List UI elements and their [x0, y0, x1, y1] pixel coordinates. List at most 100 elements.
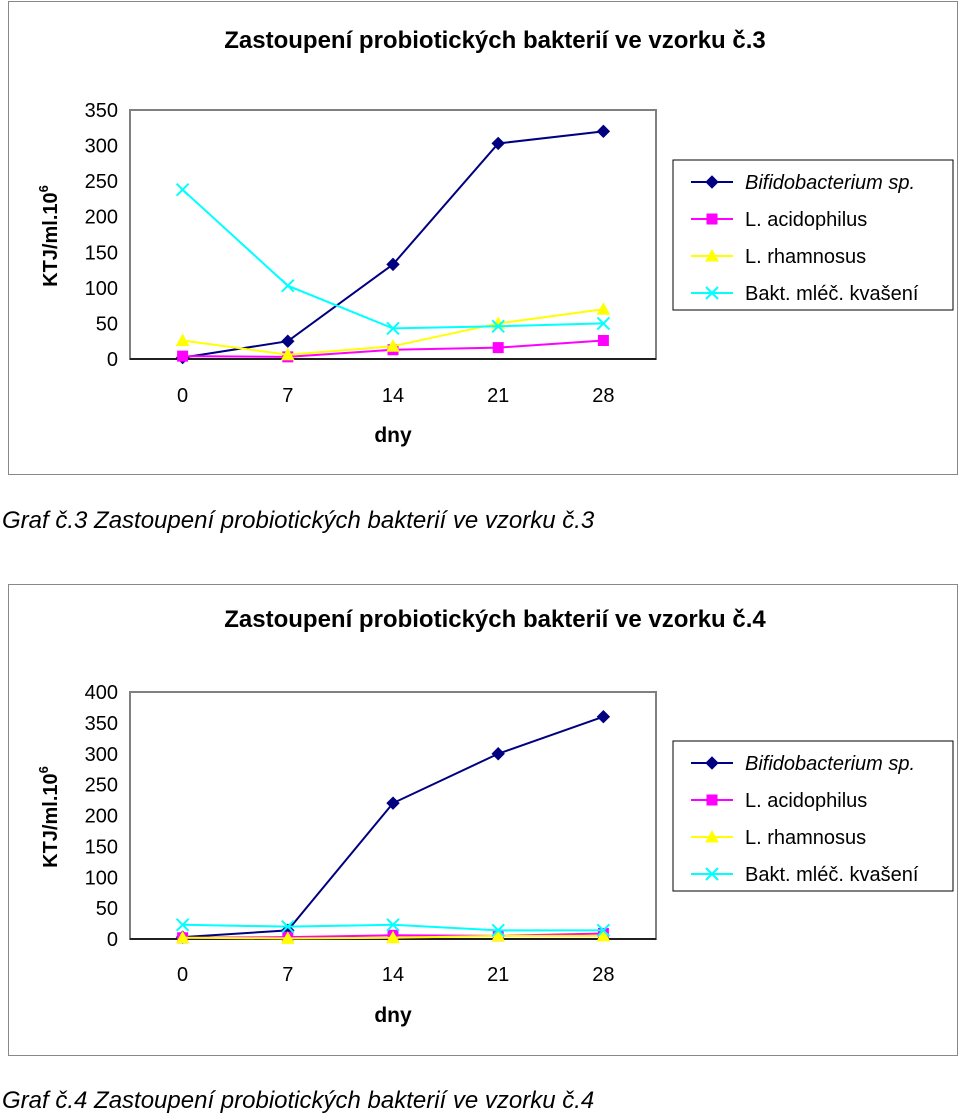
chart-1-caption: Graf č.3 Zastoupení probiotických bakter… — [2, 507, 595, 534]
chart-2-title: Zastoupení probiotických bakterií ve vzo… — [224, 606, 766, 633]
chart-1-legend-marker — [705, 286, 719, 300]
chart-1-series-4-point — [281, 279, 295, 293]
chart-2-legend-box — [672, 740, 954, 892]
chart-2-frame: Zastoupení probiotických bakterií ve vzo… — [8, 584, 958, 1056]
chart-1-legend-label: L. acidophilus — [745, 209, 867, 231]
chart-1-frame: Zastoupení probiotických bakterií ve vzo… — [8, 1, 958, 475]
chart-1-series-2-point — [597, 335, 609, 347]
chart-1-series-1-point — [281, 334, 295, 348]
chart-1-title: Zastoupení probiotických bakterií ve vzo… — [224, 27, 766, 54]
chart-2-legend-label: L. acidophilus — [745, 790, 867, 812]
chart-2-ytick-label: 350 — [85, 713, 118, 735]
chart-2-ytick-label: 50 — [96, 898, 118, 920]
chart-2-ytick-label: 300 — [85, 744, 118, 766]
chart-1-ylabel-sup: 6 — [36, 185, 51, 192]
chart-2-series-3-point — [280, 931, 295, 944]
chart-2-xtick-label: 21 — [487, 964, 509, 986]
chart-2-series-3-point — [596, 928, 611, 942]
chart-2-series-3-point — [491, 928, 506, 942]
chart-1-series-3-point — [386, 339, 400, 352]
chart-1-series-1-point — [386, 257, 400, 272]
chart-2-legend-marker — [705, 756, 719, 770]
chart-1-ytick-label: 200 — [85, 207, 118, 229]
chart-2-legend-label: L. rhamnosus — [745, 827, 866, 849]
chart-2-series-3-point — [386, 930, 400, 944]
chart-1-ytick-label: 100 — [85, 278, 118, 300]
chart-2-legend-label: Bifidobacterium sp. — [745, 753, 915, 775]
chart-1-xtick-label: 28 — [592, 385, 614, 407]
chart-1-series-4-point — [175, 182, 190, 197]
chart-2-xtick-label: 14 — [382, 964, 404, 986]
chart-1-legend-marker — [705, 248, 719, 262]
chart-1-svg: Zastoupení probiotických bakterií ve vzo… — [36, 27, 954, 447]
chart-1-ytick-label: 350 — [85, 100, 118, 122]
chart-1-series-4-point-stroke-b — [596, 316, 611, 331]
chart-2-caption: Graf č.4 Zastoupení probiotických bakter… — [2, 1087, 595, 1114]
chart-2-legend-marker — [705, 867, 719, 881]
chart-2-svg: Zastoupení probiotických bakterií ve vzo… — [36, 606, 954, 1027]
chart-2-ylabel: KTJ/ml.106 — [36, 766, 62, 868]
chart-2-plot-area — [129, 691, 657, 940]
chart-2-ytick-label: 0 — [107, 929, 118, 951]
chart-1-series-4-point-stroke-b — [175, 182, 190, 197]
chart-1-legend-label: L. rhamnosus — [745, 246, 866, 268]
chart-2-xtick-label: 28 — [592, 964, 614, 986]
chart-1-series-4-point-stroke-b — [491, 319, 505, 333]
chart-2-ytick-label: 200 — [85, 806, 118, 828]
chart-1-xtick-label: 21 — [487, 385, 509, 407]
chart-1-series-2-point — [177, 350, 189, 362]
chart-1-series-1-point — [596, 124, 611, 139]
chart-1-legend-marker — [706, 213, 718, 225]
chart-2-series-4-point-stroke-b — [281, 919, 295, 934]
chart-2-ytick-label: 150 — [85, 836, 118, 858]
chart-2-xtick-label: 0 — [177, 964, 188, 986]
chart-1-ylabel: KTJ/ml.106 — [36, 185, 62, 287]
chart-1-series-3-point — [596, 302, 611, 315]
chart-1-series-2-point — [492, 342, 504, 354]
chart-2-xlabel: dny — [374, 1004, 412, 1027]
chart-2-ytick-label: 100 — [85, 867, 118, 889]
chart-1-legend-marker — [705, 175, 719, 189]
chart-1-legend-label: Bifidobacterium sp. — [745, 172, 915, 194]
chart-2-series-4-point-stroke-b — [596, 923, 611, 938]
chart-1-series-1-point — [491, 136, 505, 151]
chart-2-series-1-point — [491, 747, 505, 761]
chart-1-ytick-label: 250 — [85, 171, 118, 193]
chart-2-series-4-point — [281, 919, 295, 934]
chart-2-series-4-point — [175, 918, 190, 932]
chart-2-series-3-point — [175, 930, 190, 944]
chart-2-ytick-label: 400 — [85, 682, 118, 704]
chart-1-ytick-label: 50 — [96, 313, 118, 335]
chart-1-legend-box — [672, 159, 954, 311]
chart-2-series-1-point — [386, 796, 400, 810]
chart-2-series-4-point-stroke-b — [386, 918, 400, 932]
chart-1-xtick-label: 7 — [282, 385, 293, 407]
chart-2-series-line-1 — [182, 715, 604, 939]
chart-2-series-4-point — [386, 918, 400, 932]
chart-1-legend-marker-stroke-b — [705, 286, 719, 300]
chart-1-series-3-point — [280, 347, 295, 361]
chart-1-ylabel-base: KTJ/ml.10 — [40, 192, 62, 286]
chart-2-series-4-point-stroke-b — [491, 923, 505, 938]
chart-1-ytick-label: 150 — [85, 242, 118, 264]
chart-2-legend-label: Bakt. mléč. kvašení — [745, 864, 919, 886]
chart-1-series-4-point-stroke-b — [281, 279, 295, 293]
chart-2-legend-marker — [705, 829, 719, 843]
chart-2-series-4-point — [491, 923, 505, 938]
chart-1-xlabel: dny — [374, 424, 412, 447]
chart-2-xtick-label: 7 — [282, 964, 293, 986]
chart-2-legend-marker — [706, 794, 718, 806]
chart-1-series-4-point — [491, 319, 505, 333]
chart-2-ylabel-sup: 6 — [36, 766, 51, 773]
chart-1-series-4-point-stroke-b — [386, 321, 400, 336]
chart-1-ytick-label: 300 — [85, 136, 118, 158]
chart-2-legend-marker-stroke-b — [705, 867, 719, 881]
chart-2-series-4-point-stroke-b — [175, 918, 190, 932]
chart-2-ytick-label: 250 — [85, 775, 118, 797]
chart-1-legend-label: Bakt. mléč. kvašení — [745, 283, 919, 305]
chart-2-series-1-point — [596, 709, 611, 724]
chart-2-series-4-point — [596, 923, 611, 938]
chart-1-series-4-point — [596, 316, 611, 331]
chart-1-xtick-label: 0 — [177, 385, 188, 407]
chart-1-series-3-point — [175, 333, 190, 347]
